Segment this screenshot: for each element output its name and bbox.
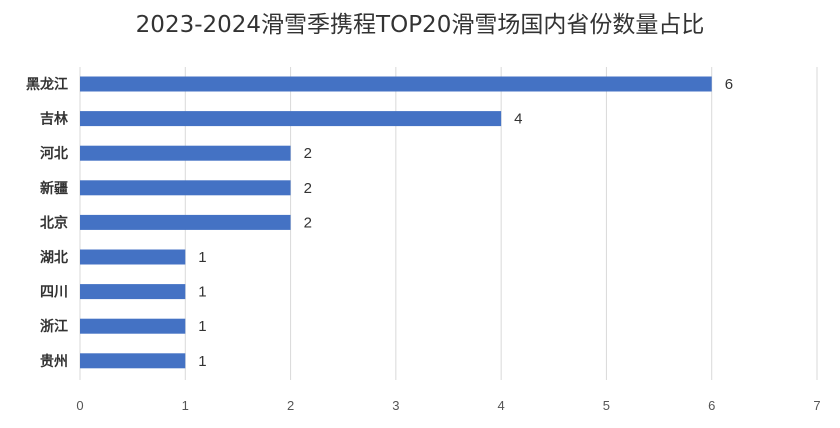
x-tick-label: 0 [76, 398, 83, 413]
x-tick-label: 7 [813, 398, 820, 413]
category-label: 河北 [40, 145, 68, 162]
bar [80, 318, 186, 334]
category-label: 黑龙江 [26, 76, 68, 93]
data-label: 6 [725, 76, 733, 93]
x-tick-label: 4 [498, 398, 505, 413]
data-label: 1 [198, 318, 206, 335]
data-label: 4 [514, 111, 522, 128]
x-tick-label: 2 [287, 398, 294, 413]
data-label: 1 [198, 284, 206, 301]
x-tick-labels: 0 1 2 3 4 5 6 7 [76, 398, 820, 413]
data-label: 1 [198, 353, 206, 370]
bars [80, 76, 712, 369]
x-tick-label: 1 [182, 398, 189, 413]
bar [80, 180, 291, 196]
category-label: 湖北 [40, 250, 68, 266]
bar [80, 145, 291, 161]
bar [80, 284, 186, 300]
data-label: 2 [304, 145, 312, 162]
category-label: 贵州 [40, 353, 68, 370]
bar [80, 111, 502, 127]
category-label: 北京 [40, 214, 68, 231]
data-labels: 6 4 2 2 2 1 1 1 1 [198, 76, 733, 370]
category-label: 四川 [40, 285, 68, 301]
x-tick-label: 3 [392, 398, 399, 413]
bar [80, 76, 712, 92]
data-label: 2 [304, 214, 312, 231]
bar [80, 353, 186, 369]
category-label: 浙江 [40, 318, 68, 335]
chart-title: 2023-2024滑雪季携程TOP20滑雪场国内省份数量占比 [136, 12, 705, 38]
category-label: 新疆 [40, 180, 68, 197]
data-label: 1 [198, 249, 206, 266]
bar [80, 249, 186, 265]
x-tick-label: 6 [708, 398, 715, 413]
x-tick-label: 5 [603, 398, 610, 413]
bar [80, 214, 291, 230]
data-label: 2 [304, 180, 312, 197]
category-label: 吉林 [40, 111, 68, 128]
